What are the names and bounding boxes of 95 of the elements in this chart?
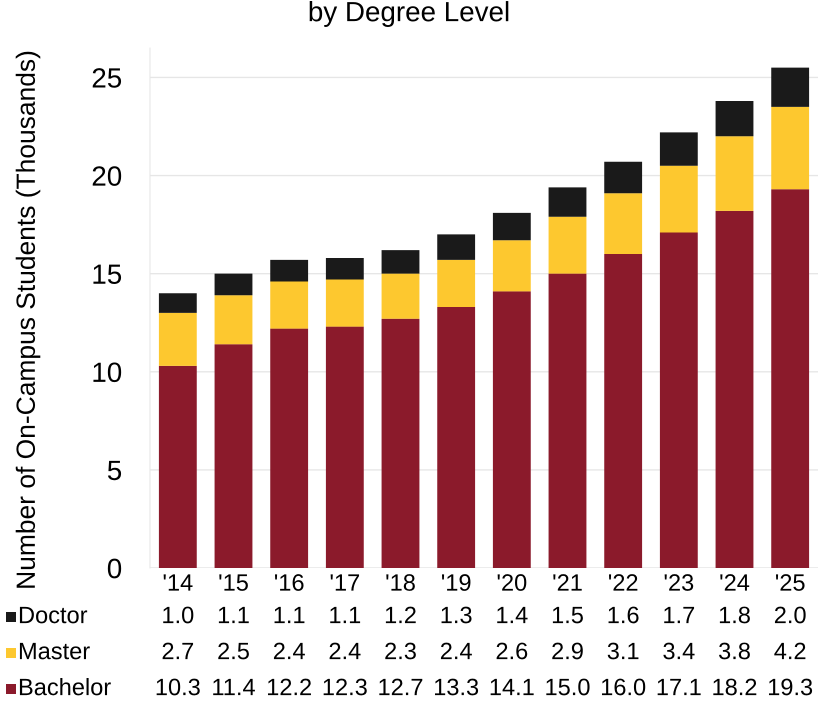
x-tick-label: '18 bbox=[386, 574, 415, 591]
data-label: 3.4 bbox=[663, 642, 695, 660]
bar bbox=[326, 326, 364, 568]
data-label: 12.3 bbox=[324, 678, 367, 696]
bar bbox=[604, 254, 642, 568]
x-tick-label: '14 bbox=[164, 574, 193, 591]
bar bbox=[771, 189, 810, 568]
data-label: 15.0 bbox=[546, 678, 590, 696]
data-label: 2.4 bbox=[274, 642, 305, 660]
bar bbox=[214, 295, 252, 344]
bar bbox=[382, 250, 420, 274]
data-label: 1.2 bbox=[386, 606, 416, 624]
x-tick-label: '20 bbox=[498, 574, 526, 591]
data-label: 17.1 bbox=[658, 678, 701, 696]
y-tick-label: 0 bbox=[108, 558, 122, 578]
x-tick-label: '21 bbox=[553, 574, 582, 591]
bar bbox=[437, 234, 476, 260]
data-label: 10.3 bbox=[156, 678, 200, 696]
bar bbox=[771, 68, 810, 107]
bar bbox=[158, 312, 197, 366]
x-tick-label: '22 bbox=[608, 574, 638, 591]
data-label: 1.1 bbox=[218, 606, 249, 624]
bar bbox=[326, 280, 364, 327]
bar bbox=[492, 291, 531, 568]
data-label: 1.0 bbox=[163, 606, 194, 624]
data-label: 4.2 bbox=[774, 642, 806, 660]
bar bbox=[548, 216, 586, 274]
bar bbox=[716, 100, 754, 136]
y-axis-title: Number of On-Campus Students (Thousands) bbox=[16, 52, 40, 588]
bar bbox=[716, 210, 754, 568]
data-label: 12.7 bbox=[379, 678, 422, 696]
data-label: 3.8 bbox=[718, 642, 750, 660]
bar bbox=[326, 258, 364, 280]
bar bbox=[270, 260, 308, 282]
bar bbox=[716, 136, 754, 211]
data-label: 2.7 bbox=[162, 642, 194, 660]
bar bbox=[771, 106, 810, 190]
chart-title: by Degree Level bbox=[310, 1, 508, 27]
y-tick-label: 10 bbox=[93, 362, 122, 382]
bar bbox=[660, 232, 698, 568]
bar bbox=[382, 274, 420, 319]
data-label: 1.6 bbox=[608, 606, 639, 624]
data-label: 13.3 bbox=[434, 678, 478, 696]
bar bbox=[158, 293, 197, 313]
x-tick-label: '16 bbox=[274, 574, 304, 591]
x-tick-label: '24 bbox=[720, 574, 750, 591]
x-tick-label: '15 bbox=[219, 574, 248, 591]
data-label: 11.4 bbox=[213, 678, 255, 696]
data-label: 2.3 bbox=[385, 642, 416, 660]
y-tick-label: 25 bbox=[92, 68, 122, 88]
y-tick-label: 15 bbox=[93, 264, 122, 284]
data-label: 19.3 bbox=[768, 678, 812, 696]
x-tick-label: '19 bbox=[442, 574, 470, 591]
bar bbox=[270, 282, 308, 329]
data-label: 2.6 bbox=[496, 642, 528, 660]
bar bbox=[214, 274, 252, 296]
x-tick-label: '25 bbox=[776, 574, 805, 591]
bar bbox=[492, 212, 531, 240]
bar bbox=[492, 240, 531, 292]
data-label: 12.2 bbox=[268, 678, 311, 696]
data-label: 18.2 bbox=[713, 678, 756, 696]
data-label: 1.4 bbox=[497, 606, 528, 624]
data-label: 1.5 bbox=[552, 606, 583, 624]
data-label: 16.0 bbox=[602, 678, 646, 696]
legend-label: Doctor bbox=[20, 606, 88, 624]
x-tick-label: '23 bbox=[664, 574, 694, 591]
bar bbox=[548, 187, 586, 217]
data-label: 2.0 bbox=[774, 606, 806, 624]
data-label: 3.1 bbox=[608, 642, 638, 660]
y-tick-label: 5 bbox=[108, 460, 122, 480]
bar bbox=[437, 307, 476, 568]
data-label: 14.1 bbox=[490, 678, 534, 696]
data-label: 2.5 bbox=[218, 642, 249, 660]
bar bbox=[660, 132, 698, 166]
data-label: 2.4 bbox=[330, 642, 361, 660]
bar bbox=[604, 193, 642, 254]
data-label: 1.7 bbox=[664, 606, 694, 624]
bar bbox=[604, 162, 642, 194]
bar bbox=[270, 328, 308, 568]
data-label: 1.1 bbox=[330, 606, 360, 624]
legend-label: Bachelor bbox=[20, 678, 111, 696]
data-label: 1.8 bbox=[720, 606, 750, 624]
x-tick-label: '17 bbox=[330, 574, 360, 591]
bar bbox=[437, 260, 476, 308]
bar bbox=[214, 344, 252, 568]
bar bbox=[382, 318, 420, 568]
data-label: 1.3 bbox=[442, 606, 472, 624]
y-tick-label: 20 bbox=[92, 166, 122, 186]
bar bbox=[548, 274, 586, 568]
data-label: 1.1 bbox=[274, 606, 304, 624]
bar bbox=[158, 366, 197, 568]
data-label: 2.9 bbox=[552, 642, 583, 660]
legend-label: Master bbox=[20, 642, 90, 660]
data-label: 2.4 bbox=[440, 642, 472, 660]
bar bbox=[660, 166, 698, 232]
